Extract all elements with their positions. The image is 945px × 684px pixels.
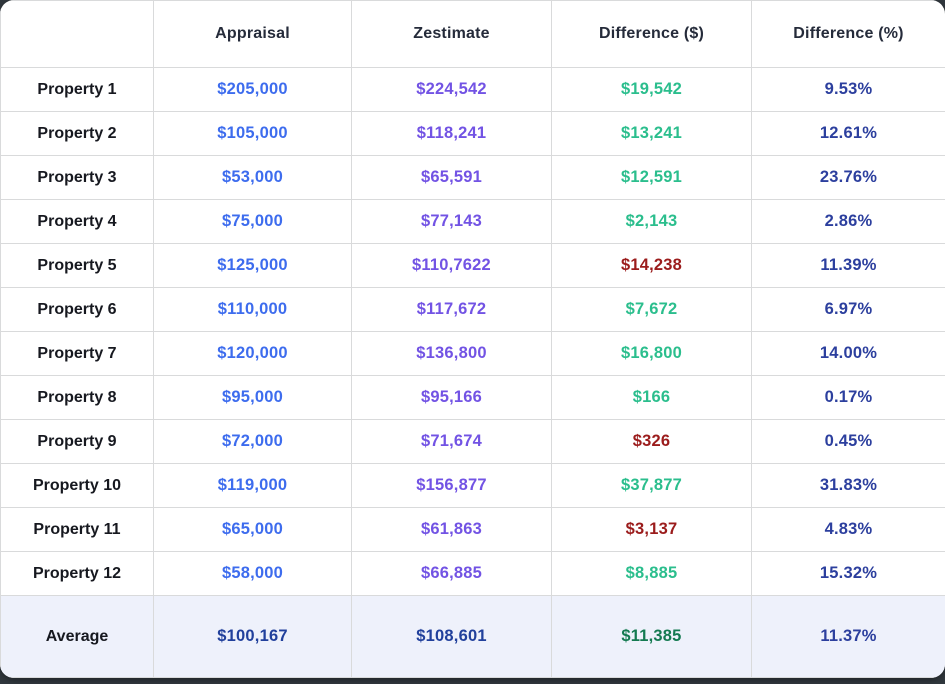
appraisal-value: $58,000 xyxy=(153,551,352,596)
difference-usd-value: $16,800 xyxy=(551,331,752,376)
table-row: Property 3 $53,000 $65,591 $12,591 23.76% xyxy=(0,155,945,200)
row-label: Property 3 xyxy=(0,155,154,200)
difference-pct-value: 14.00% xyxy=(751,331,945,376)
average-label: Average xyxy=(0,595,154,678)
row-label: Property 7 xyxy=(0,331,154,376)
average-appraisal-value: $100,167 xyxy=(153,595,352,678)
difference-usd-value: $8,885 xyxy=(551,551,752,596)
row-label: Property 2 xyxy=(0,111,154,156)
difference-pct-value: 2.86% xyxy=(751,199,945,244)
row-label: Property 11 xyxy=(0,507,154,552)
zestimate-value: $110,7622 xyxy=(351,243,552,288)
average-difference-usd-value: $11,385 xyxy=(551,595,752,678)
column-header-difference-pct: Difference (%) xyxy=(751,0,945,68)
row-label: Property 10 xyxy=(0,463,154,508)
zestimate-value: $224,542 xyxy=(351,67,552,112)
difference-pct-value: 4.83% xyxy=(751,507,945,552)
difference-pct-value: 0.45% xyxy=(751,419,945,464)
table-row: Property 5 $125,000 $110,7622 $14,238 11.39% xyxy=(0,243,945,288)
difference-usd-value: $326 xyxy=(551,419,752,464)
column-header-zestimate: Zestimate xyxy=(351,0,552,68)
row-label: Property 4 xyxy=(0,199,154,244)
difference-usd-value: $7,672 xyxy=(551,287,752,332)
table-row: Property 11 $65,000 $61,863 $3,137 4.83% xyxy=(0,507,945,552)
row-label: Property 12 xyxy=(0,551,154,596)
appraisal-value: $95,000 xyxy=(153,375,352,420)
difference-pct-value: 31.83% xyxy=(751,463,945,508)
table-row: Property 1 $205,000 $224,542 $19,542 9.53% xyxy=(0,67,945,112)
difference-usd-value: $37,877 xyxy=(551,463,752,508)
table-row: Property 10 $119,000 $156,877 $37,877 31.83% xyxy=(0,463,945,508)
average-zestimate-value: $108,601 xyxy=(351,595,552,678)
difference-pct-value: 0.17% xyxy=(751,375,945,420)
appraisal-value: $105,000 xyxy=(153,111,352,156)
appraisal-value: $205,000 xyxy=(153,67,352,112)
zestimate-value: $95,166 xyxy=(351,375,552,420)
difference-pct-value: 9.53% xyxy=(751,67,945,112)
difference-usd-value: $13,241 xyxy=(551,111,752,156)
difference-usd-value: $19,542 xyxy=(551,67,752,112)
table-row: Property 12 $58,000 $66,885 $8,885 15.32% xyxy=(0,551,945,596)
appraisal-value: $120,000 xyxy=(153,331,352,376)
appraisal-value: $53,000 xyxy=(153,155,352,200)
difference-pct-value: 12.61% xyxy=(751,111,945,156)
table-row: Property 9 $72,000 $71,674 $326 0.45% xyxy=(0,419,945,464)
row-label: Property 5 xyxy=(0,243,154,288)
row-label: Property 8 xyxy=(0,375,154,420)
header-row: Appraisal Zestimate Difference ($) Diffe… xyxy=(0,0,945,68)
row-label: Property 1 xyxy=(0,67,154,112)
difference-usd-value: $3,137 xyxy=(551,507,752,552)
column-header-appraisal: Appraisal xyxy=(153,0,352,68)
appraisal-value: $119,000 xyxy=(153,463,352,508)
difference-usd-value: $12,591 xyxy=(551,155,752,200)
zestimate-value: $71,674 xyxy=(351,419,552,464)
appraisal-value: $110,000 xyxy=(153,287,352,332)
difference-pct-value: 23.76% xyxy=(751,155,945,200)
table-row: Property 2 $105,000 $118,241 $13,241 12.61% xyxy=(0,111,945,156)
difference-pct-value: 11.39% xyxy=(751,243,945,288)
table-row: Property 6 $110,000 $117,672 $7,672 6.97% xyxy=(0,287,945,332)
difference-usd-value: $14,238 xyxy=(551,243,752,288)
zestimate-value: $65,591 xyxy=(351,155,552,200)
difference-pct-value: 15.32% xyxy=(751,551,945,596)
zestimate-value: $156,877 xyxy=(351,463,552,508)
difference-usd-value: $166 xyxy=(551,375,752,420)
zestimate-value: $66,885 xyxy=(351,551,552,596)
table-row: Property 8 $95,000 $95,166 $166 0.17% xyxy=(0,375,945,420)
row-label: Property 9 xyxy=(0,419,154,464)
zestimate-value: $117,672 xyxy=(351,287,552,332)
zestimate-value: $136,800 xyxy=(351,331,552,376)
appraisal-value: $125,000 xyxy=(153,243,352,288)
column-header-difference-usd: Difference ($) xyxy=(551,0,752,68)
zestimate-value: $77,143 xyxy=(351,199,552,244)
column-header-blank xyxy=(0,0,154,68)
appraisal-value: $75,000 xyxy=(153,199,352,244)
zestimate-value: $118,241 xyxy=(351,111,552,156)
table-row: Property 7 $120,000 $136,800 $16,800 14.00% xyxy=(0,331,945,376)
zestimate-value: $61,863 xyxy=(351,507,552,552)
table-row: Property 4 $75,000 $77,143 $2,143 2.86% xyxy=(0,199,945,244)
difference-pct-value: 6.97% xyxy=(751,287,945,332)
appraisal-value: $65,000 xyxy=(153,507,352,552)
average-difference-pct-value: 11.37% xyxy=(751,595,945,678)
difference-usd-value: $2,143 xyxy=(551,199,752,244)
row-label: Property 6 xyxy=(0,287,154,332)
appraisal-value: $72,000 xyxy=(153,419,352,464)
average-row: Average $100,167 $108,601 $11,385 11.37% xyxy=(0,595,945,678)
